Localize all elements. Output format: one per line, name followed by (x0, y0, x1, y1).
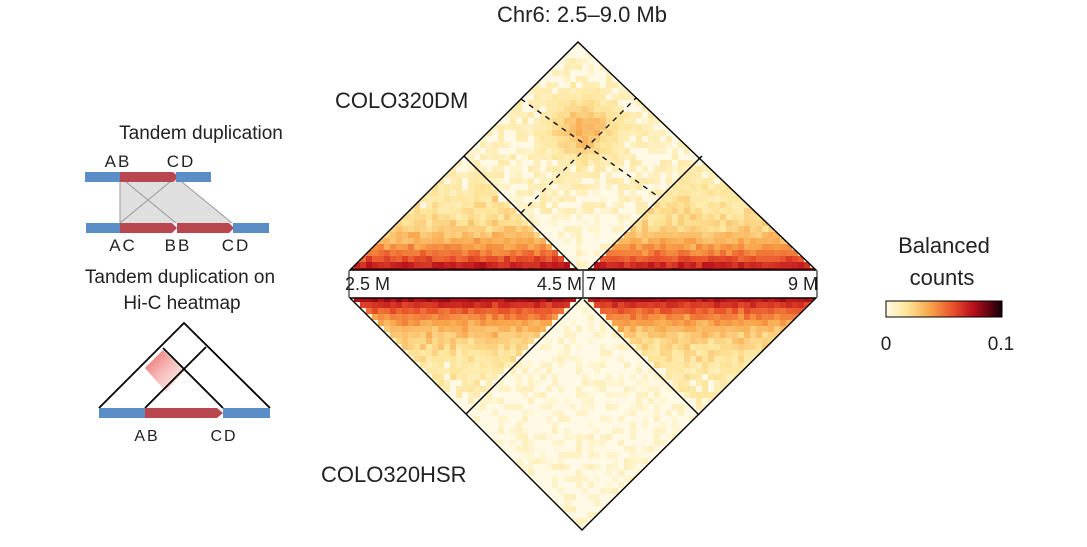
label-cd-bottom: CD (222, 236, 251, 255)
axis-label-4-5m: 4.5 M (537, 274, 582, 294)
label-ab-top: AB (105, 152, 132, 171)
legend-title: Balanced (898, 233, 990, 258)
figure-title: Chr6: 2.5–9.0 Mb (497, 2, 667, 27)
heatmap-top (348, 41, 818, 271)
legend-min: 0 (881, 334, 892, 355)
label-bb: BB (165, 236, 192, 255)
schematic-title: Tandem duplication (119, 123, 283, 144)
color-legend: Balanced counts 0 0.1 (881, 233, 1015, 355)
heatmap-label-cd: CD (210, 428, 237, 445)
schematic-hic-heatmap: Tandem duplication on Hi-C heatmap AB CD (85, 267, 275, 445)
legend-title-line2: counts (910, 265, 975, 290)
schematic-tandem-duplication: Tandem duplication AB CD AC BB CD (85, 123, 283, 255)
label-ac: AC (109, 236, 137, 255)
axis-label-9m: 9 M (788, 274, 818, 294)
heatmap-label-ab: AB (134, 428, 159, 445)
axis-label-2-5m: 2.5 M (345, 274, 390, 294)
sample-label-bottom: COLO320HSR (321, 462, 467, 487)
sample-label-top: COLO320DM (335, 88, 468, 113)
label-cd-top: CD (167, 152, 196, 171)
heatmap-schematic-title: Tandem duplication on (85, 267, 275, 288)
axis-label-7m: 7 M (586, 274, 616, 294)
heatmap-schematic-title-line2: Hi-C heatmap (123, 293, 240, 314)
legend-colorbar (885, 300, 1003, 318)
legend-max: 0.1 (988, 334, 1014, 355)
heatmap-bottom (348, 297, 818, 531)
genomic-axis: 2.5 M 4.5 M 7 M 9 M (345, 271, 818, 297)
